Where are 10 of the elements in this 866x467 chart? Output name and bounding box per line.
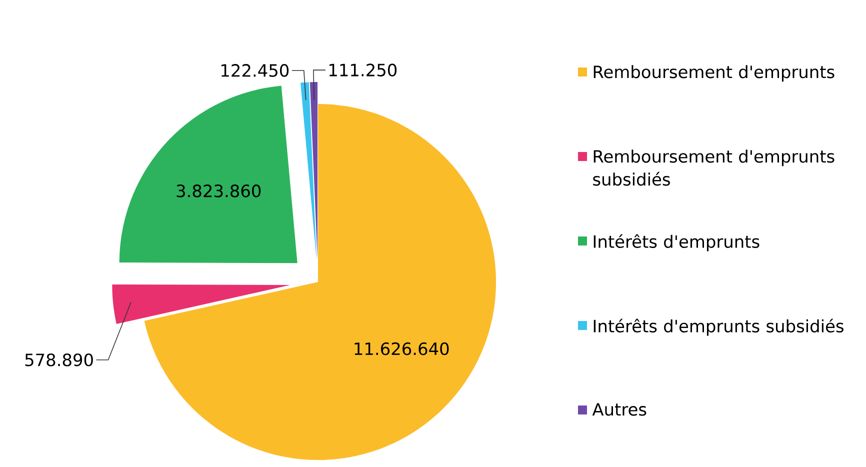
data-label: 11.626.640 bbox=[354, 342, 449, 356]
data-label: 578.890 bbox=[25, 353, 93, 366]
data-label: 3.823.860 bbox=[176, 184, 261, 198]
data-label: 122.450 bbox=[222, 64, 289, 77]
legend-label: Intérêts d'emprunts bbox=[594, 234, 760, 252]
legend-label: Remboursement d'emprunts bbox=[594, 65, 834, 82]
legend-label: Intérêts d'emprunts subsidiés bbox=[594, 318, 844, 336]
legend-label: Remboursement d'emprunts subsidiés bbox=[593, 150, 834, 186]
legend-label: Autres bbox=[592, 403, 646, 416]
data-label: 111.250 bbox=[329, 64, 397, 76]
